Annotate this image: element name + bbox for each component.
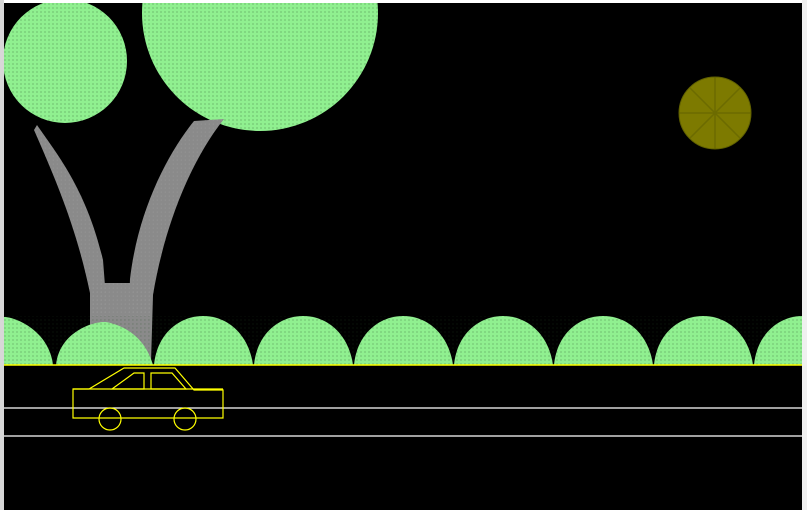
car-wheel-front — [98, 407, 122, 431]
window-left-edge — [0, 0, 4, 510]
tree-canopy-left-texture — [4, 3, 127, 123]
moon-lines — [679, 77, 751, 149]
tree-canopy — [4, 3, 378, 131]
car — [72, 367, 224, 431]
car-body-outline — [72, 367, 224, 419]
scene-svg — [4, 3, 802, 510]
tree-canopy-right-texture — [142, 3, 378, 131]
tree-trunk-right-texture — [127, 119, 224, 363]
graphics-canvas[interactable] — [4, 3, 802, 510]
car-wheel-rear — [173, 407, 197, 431]
moon — [678, 76, 752, 150]
window-right-edge — [802, 0, 807, 510]
bushes — [4, 316, 802, 365]
bush-texture — [4, 316, 802, 365]
